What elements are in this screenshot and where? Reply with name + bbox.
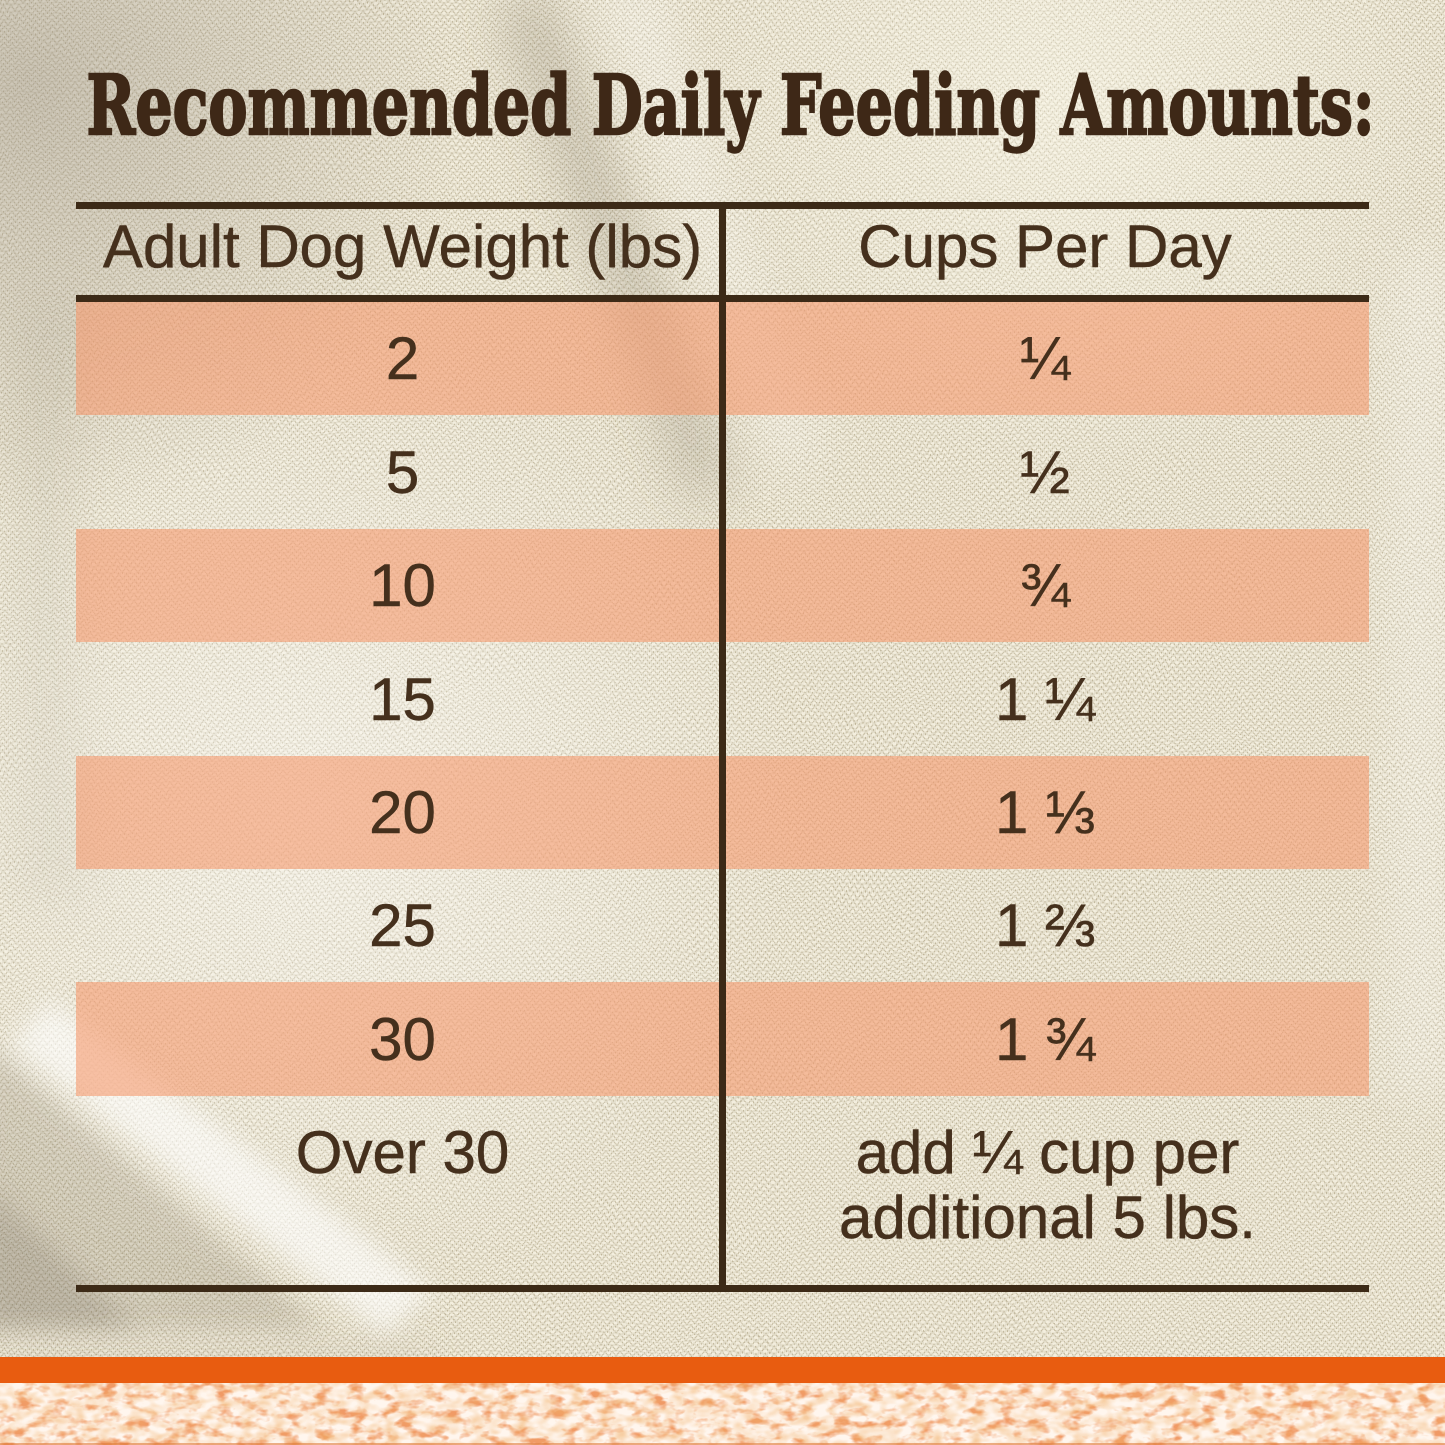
weight-value: 25 [369, 892, 436, 960]
table-header-row: Adult Dog Weight (lbs) Cups Per Day [76, 209, 1369, 283]
title-row: Recommended Daily Feeding Amounts: [8, 58, 1445, 154]
weight-value: 20 [369, 779, 436, 847]
column-header-cups: Cups Per Day [858, 212, 1232, 280]
cups-value: 1 ¾ [994, 1005, 1096, 1073]
cups-value: ¾ [1019, 552, 1071, 620]
bottom-fabric-strip [0, 1383, 1445, 1445]
bottom-accent-bar [0, 1357, 1445, 1383]
table-row: 15 1 ¼ [76, 642, 1369, 756]
cups-value: 1 ⅔ [994, 892, 1096, 960]
terry-texture [0, 1383, 1445, 1445]
weight-value: 5 [385, 438, 420, 506]
table-row: 25 1 ⅔ [76, 869, 1369, 982]
cups-value: 1 ¼ [994, 665, 1096, 733]
cups-value: 1 ⅓ [994, 779, 1096, 847]
cups-value: ½ [1019, 438, 1071, 506]
weight-value: 10 [369, 552, 436, 620]
weight-value: Over 30 [295, 1119, 510, 1186]
column-header-weight: Adult Dog Weight (lbs) [102, 212, 703, 280]
table-row: 5 ½ [76, 415, 1369, 529]
weight-value: 15 [369, 665, 436, 733]
table-row: Over 30 add ¼ cup per additional 5 lbs. [76, 1096, 1369, 1285]
page-title: Recommended Daily Feeding Amounts: [86, 58, 1376, 154]
weight-value: 30 [369, 1005, 436, 1073]
cups-value: add ¼ cup per additional 5 lbs. [839, 1119, 1256, 1251]
weight-value: 2 [385, 325, 420, 393]
cups-value: ¼ [1019, 325, 1071, 393]
table-column-divider [719, 202, 726, 1292]
